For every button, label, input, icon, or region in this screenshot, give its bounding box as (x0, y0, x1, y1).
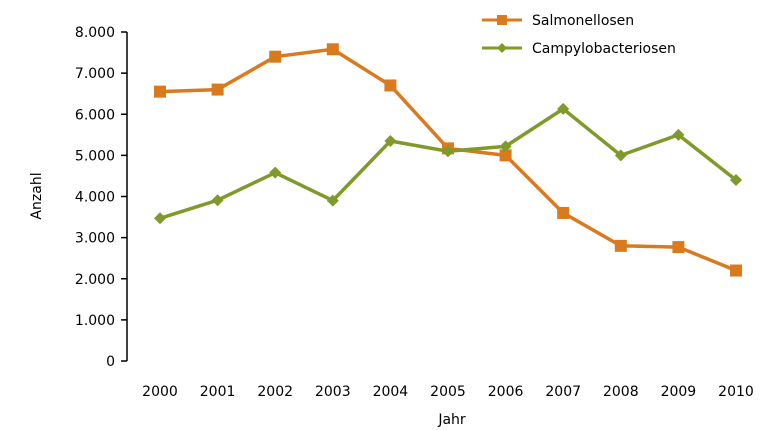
x-tick-label: 2005 (430, 384, 466, 400)
x-tick-label: 2003 (315, 384, 351, 400)
series-campylobacteriosen (154, 102, 742, 225)
y-tick-label: 0 (106, 354, 115, 370)
data-point (672, 128, 685, 141)
data-point (154, 212, 166, 225)
legend-label: Campylobacteriosen (532, 41, 676, 57)
y-tick-label: 5.000 (75, 148, 115, 164)
x-axis-ticks: 2000 2001 2002 2003 2004 2005 2006 2007 2008 2009… (142, 384, 754, 400)
y-tick-label: 4.000 (75, 190, 115, 206)
data-point (499, 149, 512, 162)
legend-item: Salmonellosen (482, 13, 634, 29)
data-point (557, 206, 570, 219)
series-line (159, 107, 738, 220)
x-tick-label: 2010 (718, 384, 754, 400)
data-point (730, 174, 742, 187)
data-point (384, 79, 397, 92)
y-tick-label: 1.000 (75, 313, 115, 329)
data-point (614, 239, 627, 252)
data-point (384, 134, 397, 147)
data-point (614, 149, 627, 162)
y-tick-label: 8.000 (75, 25, 115, 41)
x-tick-label: 2006 (488, 384, 524, 400)
data-point (672, 241, 685, 254)
data-point (730, 264, 742, 277)
legend: Salmonellosen Campylobacteriosen (482, 13, 676, 57)
x-tick-label: 2007 (545, 384, 581, 400)
x-tick-label: 2009 (661, 384, 697, 400)
y-tick-label: 3.000 (75, 231, 115, 247)
y-tick-label: 6.000 (75, 107, 115, 123)
data-point (211, 194, 224, 207)
y-axis-title: Anzahl (29, 172, 45, 219)
legend-marker (497, 43, 507, 53)
x-tick-label: 2008 (603, 384, 639, 400)
data-point (442, 145, 454, 158)
series-line (159, 47, 737, 273)
data-point (154, 85, 166, 98)
x-tick-label: 2000 (142, 384, 178, 400)
x-tick-label: 2004 (373, 384, 409, 400)
data-point (499, 140, 512, 153)
x-tick-label: 2002 (257, 384, 293, 400)
series-salmonellosen (154, 43, 742, 277)
legend-item: Campylobacteriosen (482, 41, 676, 57)
legend-marker (497, 15, 507, 25)
data-point (269, 166, 282, 179)
y-tick-label: 2.000 (75, 272, 115, 288)
x-tick-label: 2001 (200, 384, 236, 400)
data-point (211, 83, 224, 96)
data-point (269, 50, 282, 63)
x-axis-title: Jahr (437, 412, 466, 428)
y-axis-ticks: 0 1.000 2.000 3.000 4.000 5.000 6.000 7.000 8.00… (75, 25, 127, 370)
axes: 0 1.000 2.000 3.000 4.000 5.000 6.000 7.000 8.00… (29, 25, 754, 428)
y-tick-label: 7.000 (75, 66, 115, 82)
data-point (326, 194, 339, 207)
legend-label: Salmonellosen (532, 13, 634, 29)
data-point (557, 102, 570, 115)
data-point (326, 43, 339, 56)
series-layer (154, 43, 742, 277)
